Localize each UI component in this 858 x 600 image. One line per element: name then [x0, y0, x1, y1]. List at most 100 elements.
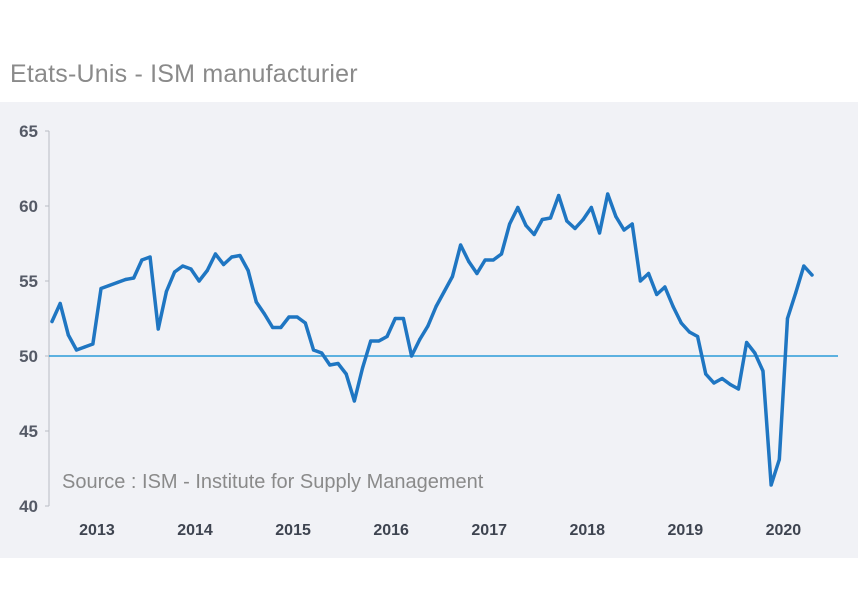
x-tick-label: 2015 — [275, 522, 311, 539]
data-point — [262, 312, 267, 316]
data-point — [123, 277, 128, 282]
data-point — [769, 483, 773, 487]
data-point — [197, 279, 201, 283]
data-point — [581, 217, 585, 222]
source-annotation: Source : ISM - Institute for Supply Mana… — [62, 471, 484, 493]
data-point — [156, 327, 160, 331]
data-point — [205, 268, 209, 273]
data-point — [573, 226, 577, 231]
x-tick-label: 2019 — [668, 522, 704, 539]
data-point — [630, 222, 634, 226]
data-point — [409, 354, 414, 358]
data-point — [557, 193, 561, 198]
data-point — [442, 289, 446, 294]
data-point — [58, 301, 62, 306]
data-point — [320, 351, 324, 355]
data-point — [238, 253, 242, 258]
data-point — [336, 361, 340, 366]
data-point — [311, 348, 316, 352]
x-tick-label: 2020 — [766, 522, 802, 539]
data-point — [172, 270, 177, 274]
x-axis: 2013 2014 2015 2016 2017 2018 2019 2020 — [79, 522, 801, 539]
x-tick-label: 2014 — [177, 522, 213, 539]
y-tick-label: 65 — [19, 122, 38, 141]
data-point — [246, 268, 250, 273]
data-point — [704, 372, 708, 376]
data-point — [377, 339, 381, 343]
data-point — [589, 205, 593, 210]
data-point — [736, 387, 741, 391]
data-point — [222, 262, 226, 267]
data-point — [418, 337, 422, 342]
data-point — [695, 334, 700, 339]
data-point — [385, 334, 389, 339]
y-axis: 65 60 55 50 45 40 — [19, 122, 50, 516]
chart-title: Etats-Unis - ISM manufacturier — [10, 60, 358, 88]
data-point — [467, 259, 471, 264]
data-point — [597, 231, 602, 235]
data-point — [303, 321, 307, 325]
data-point — [475, 271, 479, 276]
data-point — [508, 222, 512, 226]
data-point — [230, 255, 234, 259]
data-point — [132, 276, 136, 280]
data-point — [99, 286, 103, 291]
data-point — [810, 273, 814, 277]
data-point — [189, 267, 193, 271]
data-point — [516, 205, 520, 210]
data-point — [565, 219, 569, 223]
data-point — [671, 304, 675, 309]
data-point — [393, 316, 397, 321]
data-point — [785, 316, 790, 321]
data-point — [753, 351, 757, 355]
data-point — [459, 243, 463, 247]
data-point — [540, 217, 544, 222]
data-point — [369, 339, 373, 343]
data-point — [164, 289, 169, 294]
chart-panel — [0, 102, 858, 558]
data-point — [91, 342, 95, 346]
data-point — [254, 300, 258, 304]
data-point — [687, 330, 692, 334]
data-point — [213, 252, 218, 256]
data-point — [74, 348, 79, 352]
data-point — [140, 258, 144, 262]
data-point — [655, 292, 659, 297]
data-point — [622, 228, 626, 232]
data-point — [679, 321, 683, 325]
data-point — [663, 285, 667, 289]
data-point — [360, 366, 365, 370]
data-point — [745, 340, 749, 345]
y-tick-label: 40 — [19, 497, 38, 516]
data-point — [287, 315, 291, 319]
data-point — [66, 333, 70, 337]
data-point — [401, 316, 405, 321]
data-point — [499, 252, 504, 256]
data-point — [712, 381, 716, 385]
y-tick-label: 55 — [19, 272, 38, 291]
y-tick-label: 45 — [19, 422, 38, 441]
data-point — [794, 291, 798, 295]
data-point — [107, 283, 111, 288]
data-point — [352, 399, 356, 403]
series-line-ism — [50, 192, 814, 487]
data-point — [344, 372, 348, 376]
data-point — [181, 264, 185, 268]
data-point — [802, 264, 806, 268]
data-point — [450, 274, 455, 279]
data-point — [728, 382, 732, 387]
data-point — [532, 232, 536, 237]
data-point — [646, 271, 651, 276]
data-point — [777, 457, 781, 462]
series-points — [50, 192, 814, 487]
data-point — [328, 363, 332, 367]
x-tick-label: 2016 — [373, 522, 409, 539]
data-point — [483, 258, 487, 262]
data-point — [50, 319, 54, 324]
data-point — [148, 255, 152, 259]
data-point — [295, 315, 299, 319]
data-point — [638, 279, 642, 283]
y-tick-label: 60 — [19, 197, 38, 216]
x-tick-label: 2013 — [79, 522, 115, 539]
